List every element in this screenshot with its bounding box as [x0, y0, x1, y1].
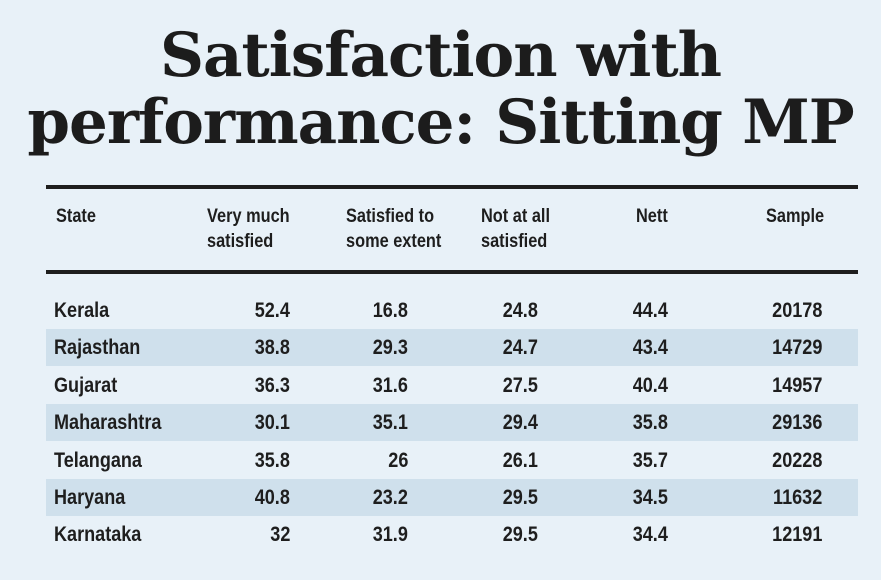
cell-nett: 34.5	[632, 486, 668, 509]
cell-satisfied-to-some-extent: 31.6	[372, 374, 408, 397]
table-row: Haryana 40.8 23.2 29.5 34.5 11632	[46, 479, 858, 516]
title-line-2: performance: Sitting MP	[27, 87, 854, 158]
cell-very-much-satisfied: 40.8	[254, 486, 290, 509]
cell-very-much-satisfied: 32	[269, 523, 290, 546]
table-row: Telangana 35.8 26 26.1 35.7 20228	[46, 442, 858, 479]
cell-not-at-all-satisfied: 29.5	[502, 486, 538, 509]
cell-sample: 20228	[771, 449, 822, 472]
table-row: Rajasthan 38.8 29.3 24.7 43.4 14729	[46, 329, 858, 366]
cell-nett: 34.4	[632, 523, 668, 546]
cell-state: Karnataka	[54, 523, 142, 546]
table-row: Karnataka 32 31.9 29.5 34.4 12191	[46, 516, 858, 553]
cell-not-at-all-satisfied: 26.1	[502, 449, 538, 472]
cell-sample: 11632	[772, 486, 822, 509]
cell-not-at-all-satisfied: 27.5	[502, 374, 538, 397]
cell-state: Telangana	[54, 449, 142, 472]
column-header-not-at-all-satisfied: Not at all satisfied	[481, 206, 551, 252]
table-row: Kerala 52.4 16.8 24.8 44.4 20178	[46, 292, 858, 329]
cell-very-much-satisfied: 38.8	[254, 336, 290, 359]
cell-sample: 12191	[771, 523, 822, 546]
cell-nett: 40.4	[632, 374, 668, 397]
cell-very-much-satisfied: 30.1	[254, 411, 290, 434]
column-header-nett: Nett	[636, 206, 668, 227]
cell-state: Gujarat	[54, 374, 118, 397]
table-row: Maharashtra 30.1 35.1 29.4 35.8 29136	[46, 404, 858, 441]
cell-sample: 20178	[771, 299, 822, 322]
cell-satisfied-to-some-extent: 26	[387, 449, 408, 472]
column-header-very-much-satisfied: Very much satisfied	[207, 206, 290, 252]
cell-state: Haryana	[54, 486, 126, 509]
column-header-state: State	[56, 206, 96, 227]
cell-nett: 35.8	[632, 411, 668, 434]
cell-sample: 14957	[771, 374, 822, 397]
cell-very-much-satisfied: 52.4	[254, 299, 290, 322]
column-header-sample: Sample	[766, 206, 825, 227]
cell-very-much-satisfied: 36.3	[254, 374, 290, 397]
cell-nett: 44.4	[632, 299, 668, 322]
cell-not-at-all-satisfied: 29.5	[502, 523, 538, 546]
cell-state: Maharashtra	[54, 411, 162, 434]
cell-nett: 43.4	[632, 336, 668, 359]
cell-satisfied-to-some-extent: 35.1	[372, 411, 408, 434]
cell-not-at-all-satisfied: 24.8	[502, 299, 538, 322]
table-top-rule	[46, 185, 858, 189]
table-row: Gujarat 36.3 31.6 27.5 40.4 14957	[46, 367, 858, 404]
cell-satisfied-to-some-extent: 23.2	[372, 486, 408, 509]
cell-state: Rajasthan	[54, 336, 141, 359]
cell-nett: 35.7	[632, 449, 668, 472]
chart-title: Satisfaction with performance: Sitting M…	[0, 22, 881, 156]
cell-satisfied-to-some-extent: 16.8	[372, 299, 408, 322]
cell-sample: 29136	[771, 411, 822, 434]
cell-not-at-all-satisfied: 29.4	[502, 411, 538, 434]
cell-satisfied-to-some-extent: 31.9	[372, 523, 408, 546]
cell-not-at-all-satisfied: 24.7	[502, 336, 538, 359]
column-header-satisfied-to-some-extent: Satisfied to some extent	[346, 206, 442, 252]
cell-very-much-satisfied: 35.8	[254, 449, 290, 472]
cell-state: Kerala	[54, 299, 110, 322]
cell-satisfied-to-some-extent: 29.3	[372, 336, 408, 359]
cell-sample: 14729	[771, 336, 822, 359]
table-header-rule	[46, 270, 858, 274]
title-line-1: Satisfaction with	[159, 20, 722, 91]
